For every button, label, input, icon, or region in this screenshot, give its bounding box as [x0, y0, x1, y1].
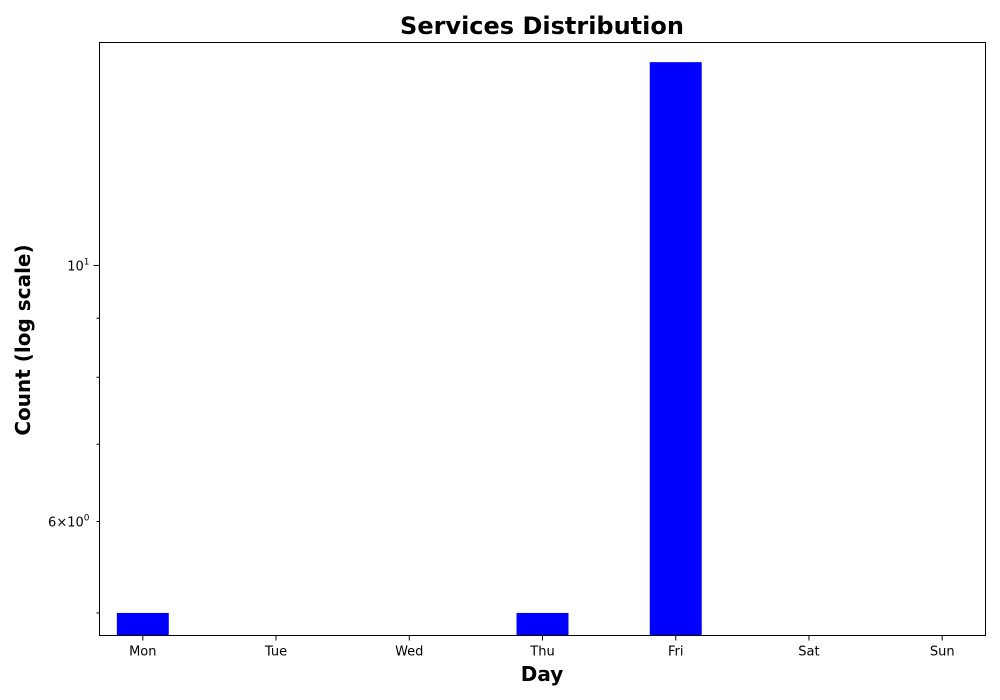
x-tick-label: Mon: [129, 645, 156, 660]
bar-thu: [516, 612, 569, 636]
x-axis-ticks: Mon Tue Wed Thu Fri Sat Sun: [129, 635, 955, 660]
x-tick-label: Tue: [264, 645, 287, 660]
chart-title: Services Distribution: [400, 12, 684, 40]
plot-frame: [99, 42, 986, 636]
y-minor-tick-label: 6×100: [48, 514, 90, 531]
x-axis-label: Day: [521, 662, 564, 686]
x-tick-label: Sat: [798, 645, 819, 660]
y-axis-label: Count (log scale): [11, 244, 35, 435]
x-tick-label: Sun: [930, 645, 955, 660]
x-tick-label: Thu: [529, 645, 554, 660]
bars-group: [116, 62, 702, 636]
bar-fri: [649, 62, 702, 636]
y-tick-label: 101: [67, 257, 89, 274]
bar-mon: [116, 612, 169, 636]
x-tick-label: Wed: [395, 645, 423, 660]
x-tick-label: Fri: [668, 645, 684, 660]
y-axis-ticks: 101 6×100: [48, 257, 100, 614]
